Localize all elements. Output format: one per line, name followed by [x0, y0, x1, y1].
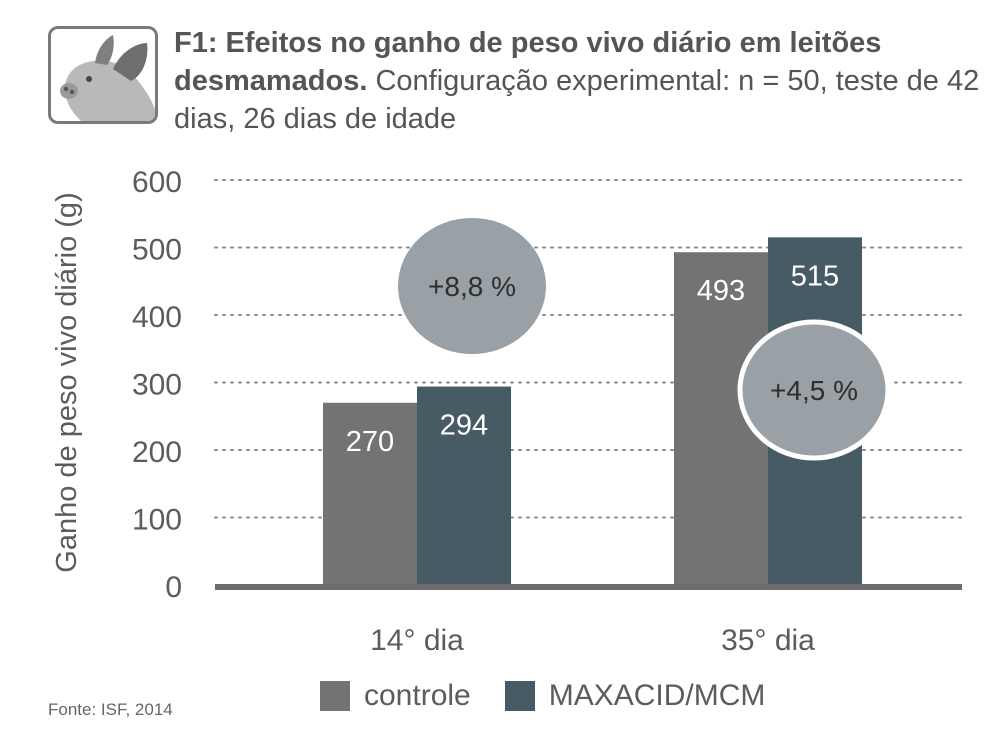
- bar-maxacid: [417, 386, 511, 585]
- bar-value-label: 270: [346, 426, 394, 458]
- chart-header: F1: Efeitos no ganho de peso vivo diário…: [48, 22, 988, 135]
- bar-chart: 0 100 200 300 400 500 600 Ganho de peso vivo di…: [51, 166, 963, 657]
- x-axis-line: [215, 584, 962, 590]
- annotation-bubble: [737, 319, 891, 461]
- y-tick-label: 200: [132, 436, 182, 469]
- legend-item-controle: controle: [320, 679, 471, 713]
- bar-value-label: 493: [697, 275, 745, 307]
- y-tick-label: 0: [165, 571, 182, 604]
- legend-swatch-controle: [320, 681, 350, 711]
- annotation-label: +4,5 %: [770, 375, 858, 406]
- legend-label-controle: controle: [364, 679, 471, 712]
- pig-icon: [48, 26, 158, 124]
- y-axis-title: Ganho de peso vivo diário (g): [51, 192, 83, 572]
- legend: controle MAXACID/MCM: [320, 676, 799, 716]
- annotation-label: +8,8 %: [428, 271, 516, 302]
- x-tick-label: 14° dia: [370, 624, 464, 657]
- chart-title: F1: Efeitos no ganho de peso vivo diário…: [174, 24, 984, 138]
- bar-value-label: 515: [791, 260, 839, 292]
- source-note: Fonte: ISF, 2014: [48, 700, 173, 719]
- legend-item-maxacid: MAXACID/MCM: [504, 679, 766, 713]
- chart-title-rest: Configuração experimental: n = 50, teste…: [174, 65, 980, 135]
- y-tick-label: 600: [132, 166, 182, 199]
- chart-title-bold: F1: Efeitos no ganho de peso vivo diário…: [174, 27, 882, 97]
- y-tick-label: 300: [132, 369, 182, 402]
- legend-label-maxacid: MAXACID/MCM: [548, 679, 766, 712]
- y-tick-label: 500: [132, 234, 182, 267]
- bar-value-label: 294: [440, 410, 488, 442]
- annotation-bubble: [398, 218, 546, 354]
- x-tick-label: 35° dia: [721, 624, 815, 657]
- y-tick-label: 400: [132, 301, 182, 334]
- bar-controle: [323, 402, 417, 585]
- legend-swatch-maxacid: [504, 681, 535, 711]
- y-tick-label: 100: [132, 504, 182, 537]
